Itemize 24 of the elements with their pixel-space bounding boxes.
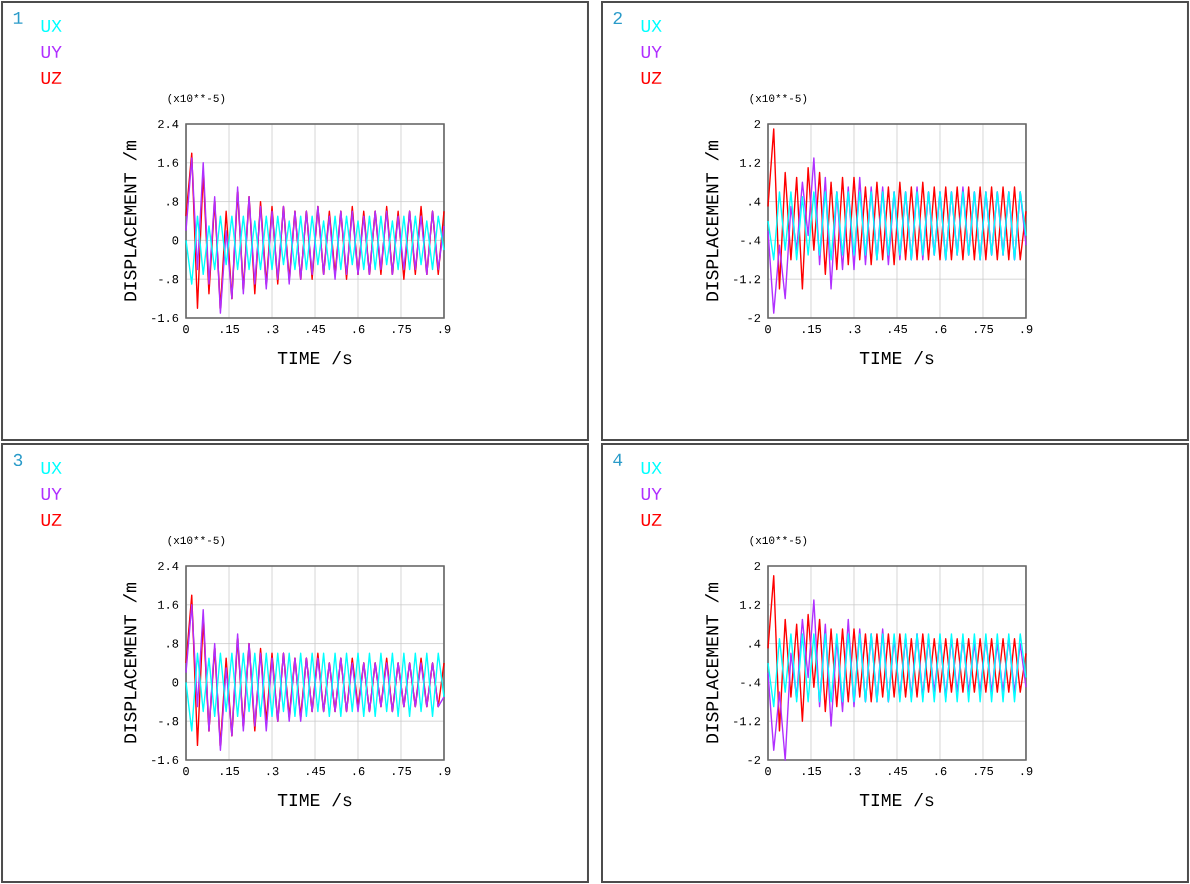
text: UZ <box>41 72 62 85</box>
text: 4 <box>613 453 623 466</box>
text: UZ <box>641 513 662 527</box>
text: UX <box>641 462 662 475</box>
text: UZ <box>641 72 662 85</box>
text: 1 <box>13 11 23 24</box>
x-axis-title: TIME /s <box>277 350 352 365</box>
text: UX <box>41 462 62 475</box>
text: UX <box>641 20 662 33</box>
text: UZ <box>41 513 62 527</box>
text: UY <box>41 46 62 59</box>
x-axis-title: TIME /s <box>277 792 352 807</box>
text: UY <box>641 488 662 501</box>
x-axis-title: TIME /s <box>859 792 934 807</box>
y-axis-title: DISPLACEMENT /m <box>705 140 719 301</box>
text: UY <box>41 488 62 501</box>
text: UY <box>641 46 662 59</box>
y-axis-title: DISPLACEMENT /m <box>123 140 137 301</box>
y-axis-title: DISPLACEMENT /m <box>705 582 719 743</box>
x-axis-title: TIME /s <box>859 350 934 365</box>
text: UX <box>41 20 62 33</box>
y-axis-title: DISPLACEMENT /m <box>123 582 137 743</box>
text: 3 <box>13 453 23 467</box>
text: 2 <box>613 11 622 24</box>
